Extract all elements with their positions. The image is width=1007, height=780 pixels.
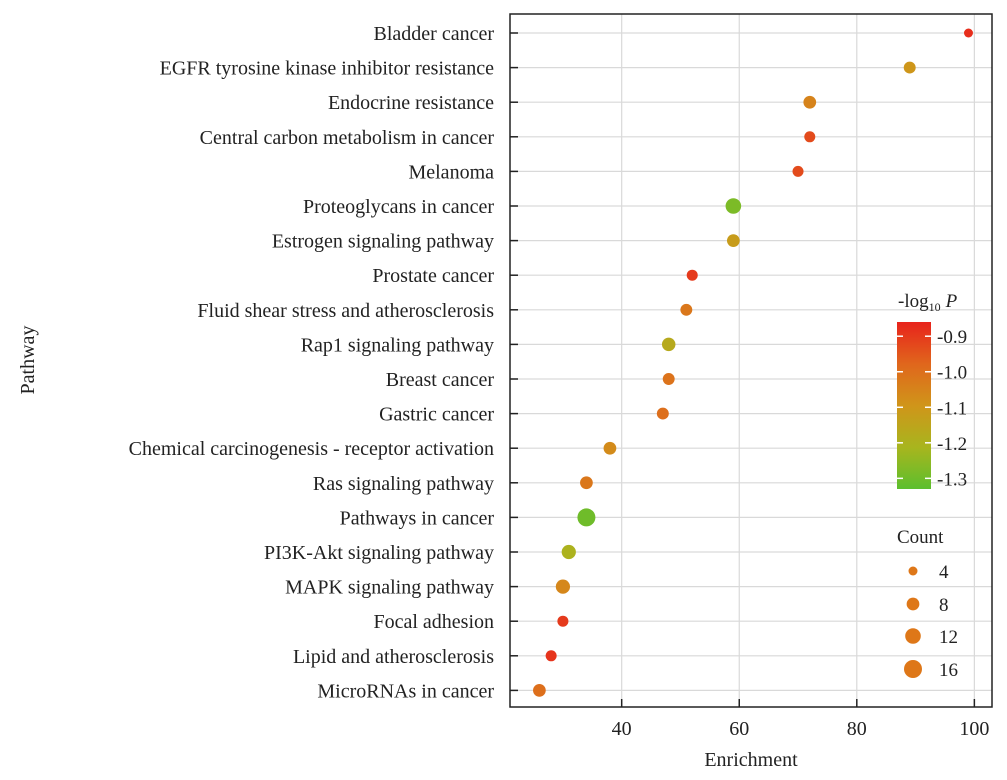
x-tick-label: 40 bbox=[612, 718, 632, 740]
y-tick-label: Focal adhesion bbox=[373, 611, 494, 633]
size-legend-point bbox=[908, 566, 918, 576]
size-legend-items: 4 8 12 16 bbox=[904, 562, 958, 681]
data-point bbox=[545, 650, 557, 662]
size-legend-point bbox=[906, 597, 920, 611]
x-axis-ticks: 40 60 80 100 bbox=[612, 699, 989, 740]
data-point bbox=[662, 373, 675, 385]
color-legend-title-subscript: 10 bbox=[929, 300, 941, 314]
y-tick-label: Lipid and atherosclerosis bbox=[293, 646, 494, 668]
color-tick-label: -1.2 bbox=[937, 434, 967, 455]
y-tick-label: Chemical carcinogenesis - receptor activ… bbox=[129, 438, 494, 460]
y-tick-label: Central carbon metabolism in cancer bbox=[200, 127, 495, 149]
data-point bbox=[903, 61, 916, 74]
data-point bbox=[804, 131, 816, 143]
plot-frame bbox=[509, 13, 993, 708]
data-point bbox=[656, 407, 669, 420]
y-tick-label: Endocrine resistance bbox=[328, 92, 494, 114]
y-tick-label: Proteoglycans in cancer bbox=[303, 196, 494, 218]
y-tick-label: Melanoma bbox=[408, 161, 494, 183]
size-legend: Count 4 8 12 16 bbox=[897, 527, 958, 681]
color-legend-title: -log10 P bbox=[898, 291, 958, 314]
data-point bbox=[580, 476, 593, 490]
size-legend-label: 4 bbox=[939, 562, 949, 583]
size-legend-label: 12 bbox=[939, 627, 958, 648]
y-tick-label: Prostate cancer bbox=[372, 265, 494, 287]
y-tick-label: Rap1 signaling pathway bbox=[301, 334, 494, 356]
y-tick-label: Fluid shear stress and atherosclerosis bbox=[197, 300, 494, 322]
color-legend-title-prefix: -log bbox=[898, 291, 929, 312]
size-legend-label: 8 bbox=[939, 595, 949, 616]
data-point bbox=[555, 579, 571, 594]
y-axis-ticks: Bladder cancer EGFR tyrosine kinase inhib… bbox=[129, 23, 518, 702]
color-legend: -log10 P -0.9 -1.0 -1.1 -1.2 -1.3 bbox=[897, 291, 967, 490]
size-legend-title: Count bbox=[897, 527, 944, 548]
y-tick-label: MAPK signaling pathway bbox=[285, 577, 494, 599]
x-tick-label: 80 bbox=[847, 718, 867, 740]
data-point bbox=[963, 28, 973, 38]
y-tick-label: Pathways in cancer bbox=[340, 507, 495, 529]
size-legend-point bbox=[904, 660, 922, 678]
data-point bbox=[803, 95, 817, 109]
y-tick-label: Breast cancer bbox=[386, 369, 495, 391]
y-axis-title: Pathway bbox=[17, 326, 39, 395]
size-legend-point bbox=[905, 628, 921, 644]
color-tick-label: -1.3 bbox=[937, 469, 967, 490]
size-legend-label: 16 bbox=[939, 660, 958, 681]
data-point bbox=[792, 165, 804, 177]
y-tick-label: MicroRNAs in cancer bbox=[317, 680, 494, 702]
data-point bbox=[727, 234, 740, 247]
color-tick-label: -1.0 bbox=[937, 363, 967, 384]
y-tick-label: Estrogen signaling pathway bbox=[272, 231, 494, 253]
x-tick-label: 100 bbox=[959, 718, 989, 740]
y-tick-label: EGFR tyrosine kinase inhibitor resistanc… bbox=[160, 58, 495, 80]
data-point bbox=[533, 684, 546, 697]
data-point bbox=[577, 508, 596, 527]
y-tick-label: Bladder cancer bbox=[374, 23, 495, 45]
color-tick-label: -0.9 bbox=[937, 327, 967, 348]
color-tick-label: -1.1 bbox=[937, 398, 967, 419]
y-tick-label: PI3K-Akt signaling pathway bbox=[264, 542, 494, 564]
y-tick-label: Ras signaling pathway bbox=[313, 473, 494, 495]
y-tick-label: Gastric cancer bbox=[379, 404, 494, 426]
color-legend-ticks: -0.9 -1.0 -1.1 -1.2 -1.3 bbox=[897, 327, 967, 490]
color-legend-title-suffix: P bbox=[945, 291, 958, 312]
data-points bbox=[533, 28, 973, 697]
data-point bbox=[725, 198, 742, 214]
x-tick-label: 60 bbox=[729, 718, 749, 740]
data-point bbox=[686, 269, 698, 281]
color-bar bbox=[897, 322, 931, 489]
data-point bbox=[680, 303, 693, 316]
x-axis-title: Enrichment bbox=[704, 749, 798, 771]
data-point bbox=[661, 337, 676, 352]
data-point bbox=[557, 615, 569, 627]
data-point bbox=[561, 544, 576, 560]
data-point bbox=[603, 441, 617, 455]
